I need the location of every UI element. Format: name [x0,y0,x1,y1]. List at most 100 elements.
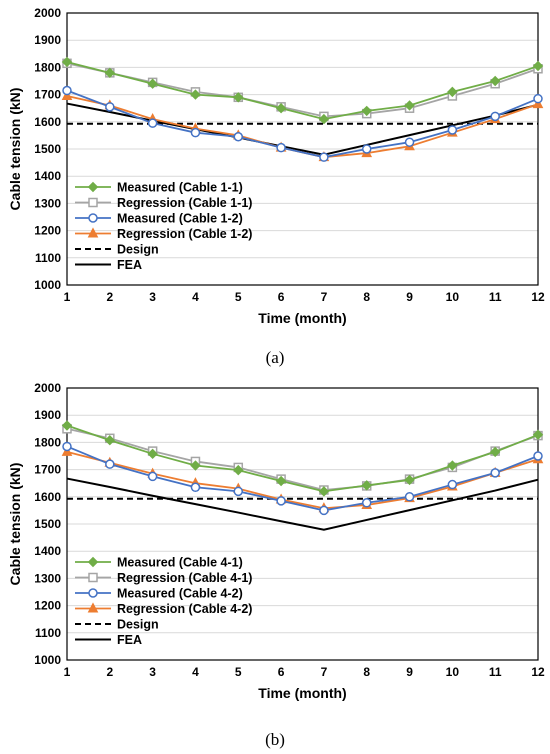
data-point [147,471,158,482]
data-point [361,144,372,154]
data-point [361,480,372,491]
x-tick-label: 1 [64,290,71,304]
series-line [66,95,539,159]
caption-a: (a) [265,348,285,367]
data-point [318,486,330,497]
data-point [319,152,329,162]
series-line [66,102,539,156]
data-point [275,102,287,114]
legend-item: Measured (Cable 4-2) [75,587,243,601]
legend-marker [87,181,99,193]
legend-marker [87,556,99,568]
data-point [61,56,73,68]
data-point [104,435,116,446]
x-tick-label: 2 [106,665,113,679]
y-tick-label: 1200 [34,599,61,613]
x-tick-label: 10 [446,290,460,304]
legend-marker [88,588,98,598]
data-point [447,479,458,490]
y-tick-label: 1100 [35,251,61,265]
data-point [533,93,543,104]
chart-b: 1000 1100 1200 1300 1400 1500 1600 1700 1800 1900… [7,381,545,701]
legend-item: Measured (Cable 4-1) [75,556,243,570]
series-line [66,477,539,531]
data-point [447,86,458,98]
y-tick-label: 1700 [34,463,61,477]
series-2 [62,441,543,516]
plot-frame [66,387,539,661]
data-point [489,446,501,458]
y-tick-label: 1800 [34,60,61,74]
series-line [66,445,539,512]
data-point [147,118,158,128]
y-axis-title: Cable tension (kN) [7,88,23,211]
data-point [62,441,72,452]
y-tick-label: 1500 [34,142,61,156]
x-tick-label: 7 [321,290,328,304]
x-tick-label: 11 [489,290,502,304]
y-tick-label: 1800 [34,435,61,449]
series-line [66,427,539,491]
legend-marker [88,213,98,223]
x-tick-label: 1 [64,665,71,679]
data-point [275,475,287,487]
caption-b: (b) [265,730,285,749]
x-tick-label: 8 [363,290,370,304]
y-tick-labels: 1000 1100 1200 1300 1400 1500 1600 1700 1800 1900… [34,381,61,667]
data-point [404,474,415,486]
y-tick-label: 1600 [34,115,61,129]
y-tick-label: 1900 [34,33,61,47]
y-tick-label: 1600 [34,490,61,504]
y-tick-label: 1400 [34,169,61,183]
x-tick-labels: 1 2 3 4 5 6 7 8 9 10 11 12 [64,665,545,679]
y-tick-label: 1000 [34,278,61,292]
x-tick-label: 12 [531,665,545,679]
legend-item: Measured (Cable 1-2) [75,212,243,226]
x-tick-label: 8 [363,665,370,679]
series-0 [61,420,544,497]
x-tick-label: 7 [321,665,328,679]
data-point [489,75,501,87]
series-5 [66,102,539,156]
x-tick-label: 6 [278,665,285,679]
series-line [66,61,539,121]
y-tick-labels: 1000 1100 1200 1300 1400 1500 1600 1700 1800 1900… [34,6,61,292]
data-point [147,448,158,460]
legend-item: Regression (Cable 1-2) [75,227,252,241]
data-point [190,482,201,493]
legend-label: Measured (Cable 4-1) [117,556,243,570]
data-point [190,89,201,100]
legend-label: Measured (Cable 4-2) [117,587,243,601]
series-2 [62,85,543,162]
data-point [61,420,73,431]
legend-item: Regression (Cable 4-1) [75,571,252,585]
legend-label: FEA [117,633,142,647]
data-point [533,451,543,461]
data-point [318,113,330,125]
series-line [66,424,539,493]
data-point [490,468,500,478]
legend-label: Regression (Cable 4-2) [117,602,252,616]
data-point [490,111,500,122]
legend-marker [87,602,99,613]
data-point [404,137,415,147]
x-tick-label: 12 [531,290,545,304]
x-tick-label: 3 [149,290,156,304]
legend-marker [88,197,98,208]
x-tick-label: 5 [235,665,242,679]
legend-item: Design [75,243,159,257]
data-point [404,100,415,111]
legend-item: FEA [75,633,142,647]
y-tick-label: 1000 [34,653,61,667]
legend: Measured (Cable 1-1)Regression (Cable 1-… [75,181,252,272]
y-tick-label: 1300 [34,571,61,585]
y-tick-label: 1700 [34,88,61,102]
data-point [361,105,372,117]
chart-a: 1000 1100 1200 1300 1400 1500 1600 1700 1800 1900… [7,6,545,326]
x-tick-labels: 1 2 3 4 5 6 7 8 9 10 11 12 [64,290,545,304]
plot-frame [66,12,539,286]
legend-marker [87,227,99,238]
x-axis-title: Time (month) [258,685,346,701]
series-line [66,451,539,510]
data-point [361,498,372,508]
